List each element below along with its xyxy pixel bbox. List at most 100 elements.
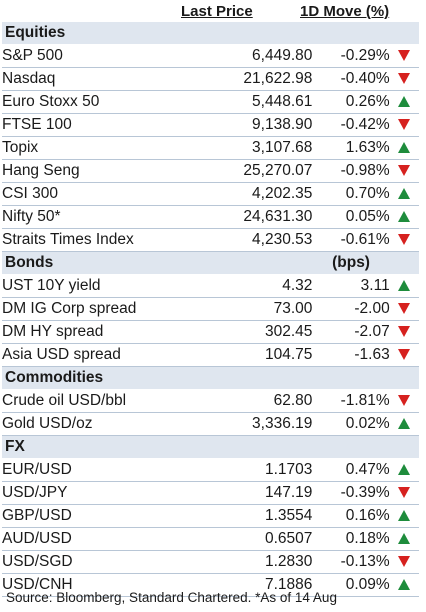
market-table: Equities S&P 500 6,449.80 -0.29% Nasdaq 21,62… (2, 22, 419, 597)
instrument-name: DM IG Corp spread (2, 297, 191, 321)
one-day-move: 3.11 (312, 274, 390, 298)
last-price: 3,107.68 (190, 136, 313, 160)
section-unit: (bps) (312, 251, 390, 275)
last-price: 302.45 (190, 320, 313, 344)
one-day-move: 0.05% (312, 205, 390, 229)
table-row: USD/JPY 147.19 -0.39% (2, 481, 419, 505)
section-title: Bonds (2, 251, 191, 275)
instrument-name: AUD/USD (2, 527, 191, 551)
triangle-up-icon (398, 464, 411, 476)
instrument-name: EUR/USD (2, 458, 191, 482)
section-unit (312, 366, 390, 390)
table-row: Topix 3,107.68 1.63% (2, 136, 419, 160)
one-day-move: 0.70% (312, 182, 390, 206)
one-day-move: -0.13% (312, 550, 390, 574)
section-header-commodities: Commodities (2, 366, 419, 390)
table-row: Hang Seng 25,270.07 -0.98% (2, 159, 419, 183)
last-price: 7.1886 (190, 573, 313, 597)
last-price: 62.80 (190, 389, 313, 413)
table-row: GBP/USD 1.3554 0.16% (2, 504, 419, 528)
last-price: 1.2830 (190, 550, 313, 574)
one-day-move: 0.18% (312, 527, 390, 551)
triangle-up-icon (398, 142, 411, 154)
table-row: DM IG Corp spread 73.00 -2.00 (2, 297, 419, 321)
table-row: USD/CNH 7.1886 0.09% (2, 573, 419, 597)
section-header-fx: FX (2, 435, 419, 459)
one-day-move: -2.07 (312, 320, 390, 344)
table-row: Asia USD spread 104.75 -1.63 (2, 343, 419, 367)
last-price: 5,448.61 (190, 90, 313, 114)
instrument-name: Straits Times Index (2, 228, 191, 252)
triangle-up-icon (398, 211, 411, 223)
table-row: UST 10Y yield 4.32 3.11 (2, 274, 419, 298)
instrument-name: USD/CNH (2, 573, 191, 597)
one-day-move: -0.42% (312, 113, 390, 137)
table-row: FTSE 100 9,138.90 -0.42% (2, 113, 419, 137)
triangle-down-icon (398, 349, 411, 361)
last-price: 3,336.19 (190, 412, 313, 436)
instrument-name: Asia USD spread (2, 343, 191, 367)
one-day-move: 0.26% (312, 90, 390, 114)
last-price: 9,138.90 (190, 113, 313, 137)
one-day-move: 1.63% (312, 136, 390, 160)
triangle-up-icon (398, 280, 411, 292)
instrument-name: FTSE 100 (2, 113, 191, 137)
table-row: AUD/USD 0.6507 0.18% (2, 527, 419, 551)
last-price: 0.6507 (190, 527, 313, 551)
table-row: Straits Times Index 4,230.53 -0.61% (2, 228, 419, 252)
section-title: Equities (2, 22, 191, 45)
triangle-up-icon (398, 510, 411, 522)
table-header: Last Price 1D Move (%) (0, 0, 426, 22)
one-day-move: 0.02% (312, 412, 390, 436)
last-price: 1.1703 (190, 458, 313, 482)
triangle-down-icon (398, 234, 411, 246)
last-price: 1.3554 (190, 504, 313, 528)
table-row: DM HY spread 302.45 -2.07 (2, 320, 419, 344)
table-row: CSI 300 4,202.35 0.70% (2, 182, 419, 206)
last-price-header: Last Price (181, 3, 253, 20)
last-price: 21,622.98 (190, 67, 313, 91)
triangle-down-icon (398, 395, 411, 407)
triangle-up-icon (398, 188, 411, 200)
one-day-move: -2.00 (312, 297, 390, 321)
one-day-move: -0.40% (312, 67, 390, 91)
table-row: Nasdaq 21,622.98 -0.40% (2, 67, 419, 91)
triangle-down-icon (398, 487, 411, 499)
one-day-move: 0.09% (312, 573, 390, 597)
instrument-name: Nasdaq (2, 67, 191, 91)
triangle-down-icon (398, 556, 411, 568)
source-note: Source: Bloomberg, Standard Chartered. *… (6, 590, 337, 605)
table-row: EUR/USD 1.1703 0.47% (2, 458, 419, 482)
instrument-name: Nifty 50* (2, 205, 191, 229)
last-price: 6,449.80 (190, 44, 313, 68)
section-unit (312, 22, 390, 45)
triangle-down-icon (398, 303, 411, 315)
section-header-bonds: Bonds (bps) (2, 251, 419, 275)
table-row: Crude oil USD/bbl 62.80 -1.81% (2, 389, 419, 413)
instrument-name: CSI 300 (2, 182, 191, 206)
table-row: S&P 500 6,449.80 -0.29% (2, 44, 419, 68)
triangle-down-icon (398, 73, 411, 85)
last-price: 25,270.07 (190, 159, 313, 183)
instrument-name: Crude oil USD/bbl (2, 389, 191, 413)
last-price: 104.75 (190, 343, 313, 367)
one-day-move: -1.63 (312, 343, 390, 367)
triangle-up-icon (398, 533, 411, 545)
triangle-up-icon (398, 579, 411, 591)
triangle-up-icon (398, 418, 411, 430)
section-title: FX (2, 435, 191, 459)
table-row: Gold USD/oz 3,336.19 0.02% (2, 412, 419, 436)
table-row: Euro Stoxx 50 5,448.61 0.26% (2, 90, 419, 114)
instrument-name: Gold USD/oz (2, 412, 191, 436)
instrument-name: UST 10Y yield (2, 274, 191, 298)
one-day-move: -0.29% (312, 44, 390, 68)
one-day-move: 0.16% (312, 504, 390, 528)
instrument-name: USD/JPY (2, 481, 191, 505)
table-row: Nifty 50* 24,631.30 0.05% (2, 205, 419, 229)
instrument-name: Hang Seng (2, 159, 191, 183)
table-row: USD/SGD 1.2830 -0.13% (2, 550, 419, 574)
triangle-down-icon (398, 50, 411, 62)
triangle-down-icon (398, 165, 411, 177)
one-day-move: -0.61% (312, 228, 390, 252)
section-unit (312, 435, 390, 459)
